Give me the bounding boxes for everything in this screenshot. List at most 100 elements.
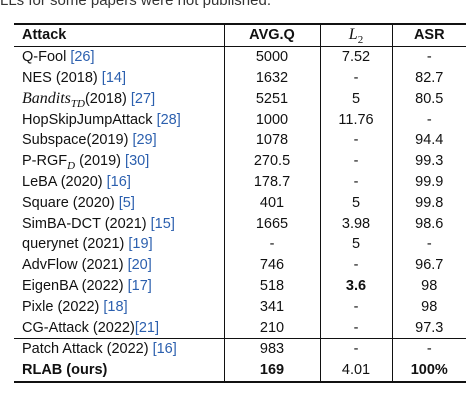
table-row-ours: RLAB (ours) 169 4.01 100% bbox=[14, 359, 466, 382]
l2-cell: - bbox=[319, 67, 392, 89]
table-row: LeBA (2020) [16] 178.7 - 99.9 bbox=[14, 171, 466, 193]
table-row: Q-Fool [26] 5000 7.52 - bbox=[14, 46, 466, 68]
citation-link[interactable]: [19] bbox=[128, 236, 153, 253]
table-row: HopSkipJumpAttack [28] 1000 11.76 - bbox=[14, 109, 466, 130]
avgq-cell: 5000 bbox=[223, 46, 320, 68]
attack-name: Patch Attack (2022) bbox=[22, 341, 153, 358]
attack-name-cell: Pixle (2022) [18] bbox=[14, 296, 224, 317]
attack-name-cell: querynet (2021) [19] bbox=[14, 234, 224, 255]
citation-link[interactable]: [16] bbox=[106, 173, 131, 190]
attack-name: Square (2020) bbox=[22, 194, 119, 211]
attack-name: Pixle (2022) bbox=[22, 298, 104, 315]
l2-cell: - bbox=[319, 171, 392, 193]
citation-link[interactable]: [21] bbox=[134, 319, 160, 336]
results-table-wrapper: Attack AVG.Q L2 ASR Q-Fool [26] 5000 7.5… bbox=[14, 23, 466, 383]
attack-name-cell: P-RGFD (2019) [30] bbox=[14, 151, 224, 172]
results-table: Attack AVG.Q L2 ASR Q-Fool [26] 5000 7.5… bbox=[14, 23, 466, 383]
asr-cell: 98 bbox=[391, 275, 466, 297]
l2-cell: 11.76 bbox=[319, 109, 392, 130]
l2-cell: 3.98 bbox=[319, 213, 392, 234]
citation-link[interactable]: [14] bbox=[101, 69, 126, 86]
avgq-cell: 518 bbox=[223, 275, 320, 297]
avgq-cell: - bbox=[223, 233, 320, 255]
table-body-lower: Patch Attack (2022) [16] 983 - - RLAB (o… bbox=[14, 338, 466, 382]
attack-year: (2019) bbox=[75, 153, 122, 170]
attack-name-cell: Square (2020) [5] bbox=[14, 192, 224, 213]
attack-name-cell: CG-Attack (2022)[21] bbox=[14, 317, 224, 338]
attack-name-cell: SimBA-DCT (2021) [15] bbox=[14, 213, 224, 234]
avgq-cell: 270.5 bbox=[223, 150, 320, 172]
table-row: SimBA-DCT (2021) [15] 1665 3.98 98.6 bbox=[14, 213, 466, 234]
avgq-cell: 401 bbox=[223, 192, 320, 214]
l2-cell: 5 bbox=[319, 192, 392, 214]
table-body: Q-Fool [26] 5000 7.52 - NES (2018) [14] … bbox=[14, 46, 466, 339]
asr-cell: 94.4 bbox=[391, 129, 466, 151]
attack-name: Subspace(2019) bbox=[22, 132, 133, 149]
l2-cell: 4.01 bbox=[319, 359, 392, 382]
citation-link[interactable]: [15] bbox=[150, 215, 175, 232]
asr-cell: 96.7 bbox=[391, 254, 466, 276]
l2-cell: 5 bbox=[319, 88, 392, 110]
attack-name: Q-Fool bbox=[22, 49, 71, 66]
attack-name-cell: RLAB (ours) bbox=[14, 360, 224, 382]
table-header: Attack AVG.Q L2 ASR bbox=[14, 24, 466, 47]
asr-cell: - bbox=[391, 109, 466, 130]
attack-name: querynet (2021) bbox=[22, 236, 129, 253]
l2-cell: - bbox=[319, 254, 392, 276]
header-avgq: AVG.Q bbox=[223, 24, 320, 47]
avgq-cell: 983 bbox=[223, 338, 320, 360]
header-l2: L2 bbox=[319, 24, 392, 47]
citation-link[interactable]: [18] bbox=[103, 298, 128, 315]
attack-name: EigenBA (2022) bbox=[22, 277, 128, 294]
citation-link[interactable]: [26] bbox=[70, 49, 95, 66]
table-row: Square (2020) [5] 401 5 99.8 bbox=[14, 192, 466, 214]
citation-link[interactable]: [17] bbox=[127, 277, 152, 294]
header-asr: ASR bbox=[391, 24, 466, 47]
citation-link[interactable]: [29] bbox=[132, 132, 157, 149]
l2-cell: 5 bbox=[319, 233, 392, 255]
asr-cell: - bbox=[391, 46, 466, 68]
attack-name: RLAB (ours) bbox=[22, 362, 108, 379]
citation-link[interactable]: [16] bbox=[152, 341, 177, 358]
l2-cell: - bbox=[319, 150, 392, 172]
citation-link[interactable]: [27] bbox=[130, 90, 156, 107]
asr-cell: - bbox=[391, 233, 466, 255]
avgq-cell: 178.7 bbox=[223, 171, 320, 193]
attack-name-cell: Patch Attack (2022) [16] bbox=[14, 338, 224, 359]
asr-cell: 97.3 bbox=[391, 317, 466, 339]
header-l2-sub: 2 bbox=[357, 34, 364, 47]
citation-link[interactable]: [20] bbox=[127, 257, 152, 274]
avgq-cell: 5251 bbox=[223, 88, 320, 110]
attack-name-subscript: TD bbox=[70, 97, 85, 110]
avgq-cell: 341 bbox=[223, 296, 320, 318]
attack-name-cell: NES (2018) [14] bbox=[14, 68, 224, 89]
attack-name-math: Bandits bbox=[22, 89, 71, 107]
attack-name-cell: HopSkipJumpAttack [28] bbox=[14, 109, 224, 130]
attack-name: SimBA-DCT (2021) bbox=[22, 215, 151, 232]
attack-name: LeBA (2020) bbox=[22, 173, 107, 190]
avgq-cell: 1632 bbox=[223, 67, 320, 89]
attack-name-cell: BanditsTD(2018) [27] bbox=[14, 88, 224, 109]
attack-name: HopSkipJumpAttack bbox=[22, 111, 157, 128]
l2-cell: - bbox=[319, 338, 392, 360]
asr-cell: 98 bbox=[391, 296, 466, 318]
attack-name: P-RGF bbox=[22, 153, 68, 170]
citation-link[interactable]: [30] bbox=[125, 153, 150, 170]
table-row: Subspace(2019) [29] 1078 - 94.4 bbox=[14, 129, 466, 151]
caption-fragment: LLs for some papers were not published. bbox=[0, 0, 271, 9]
asr-cell: - bbox=[391, 338, 466, 360]
l2-cell: - bbox=[319, 296, 392, 318]
l2-cell: - bbox=[319, 129, 392, 151]
table-row: querynet (2021) [19] - 5 - bbox=[14, 233, 466, 255]
attack-name-cell: Subspace(2019) [29] bbox=[14, 130, 224, 151]
citation-link[interactable]: [5] bbox=[118, 194, 135, 211]
header-row: Attack AVG.Q L2 ASR bbox=[14, 24, 466, 47]
header-attack: Attack bbox=[22, 27, 67, 44]
attack-name: CG-Attack (2022) bbox=[22, 319, 135, 336]
table-row: CG-Attack (2022)[21] 210 - 97.3 bbox=[14, 317, 466, 339]
citation-link[interactable]: [28] bbox=[156, 111, 181, 128]
l2-cell: 7.52 bbox=[319, 46, 392, 68]
attack-name: NES (2018) bbox=[22, 69, 102, 86]
avgq-cell: 1665 bbox=[223, 213, 320, 234]
table-row: EigenBA (2022) [17] 518 3.6 98 bbox=[14, 275, 466, 297]
